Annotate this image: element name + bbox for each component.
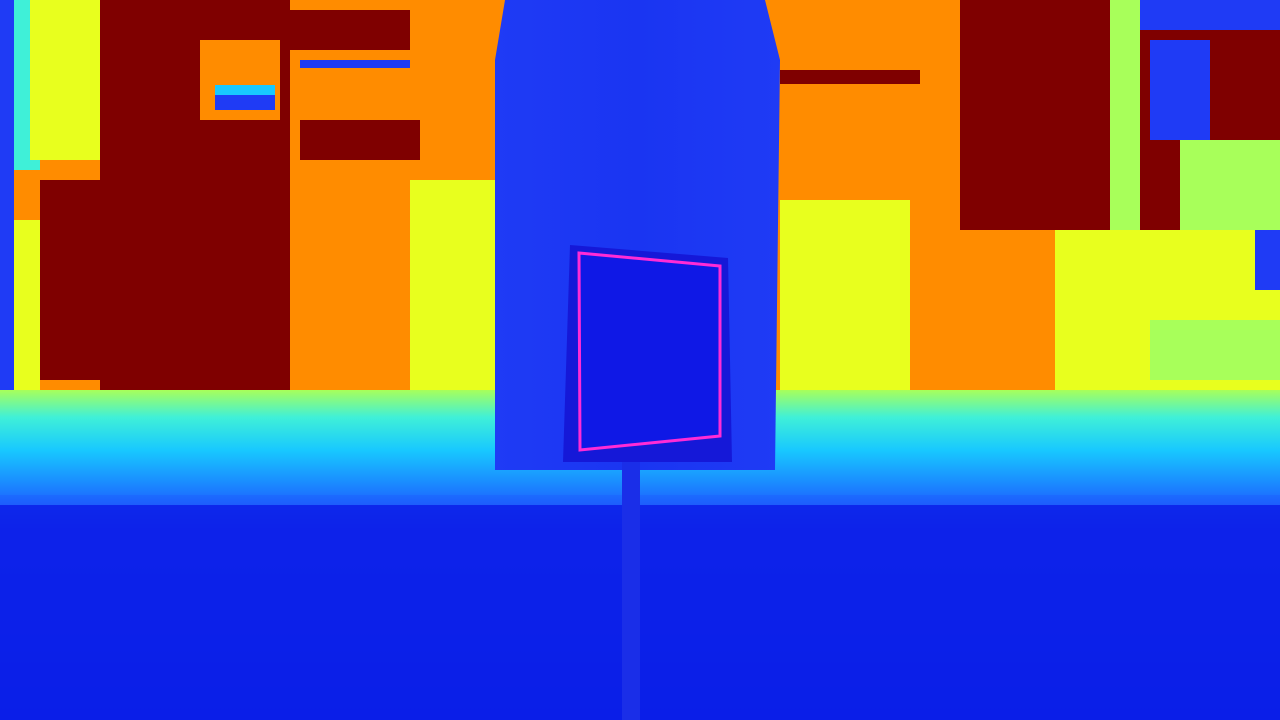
detection-box-outline xyxy=(577,251,722,452)
right-background-region xyxy=(770,0,1280,410)
left-background-region xyxy=(0,0,500,720)
sign-post xyxy=(622,462,640,720)
